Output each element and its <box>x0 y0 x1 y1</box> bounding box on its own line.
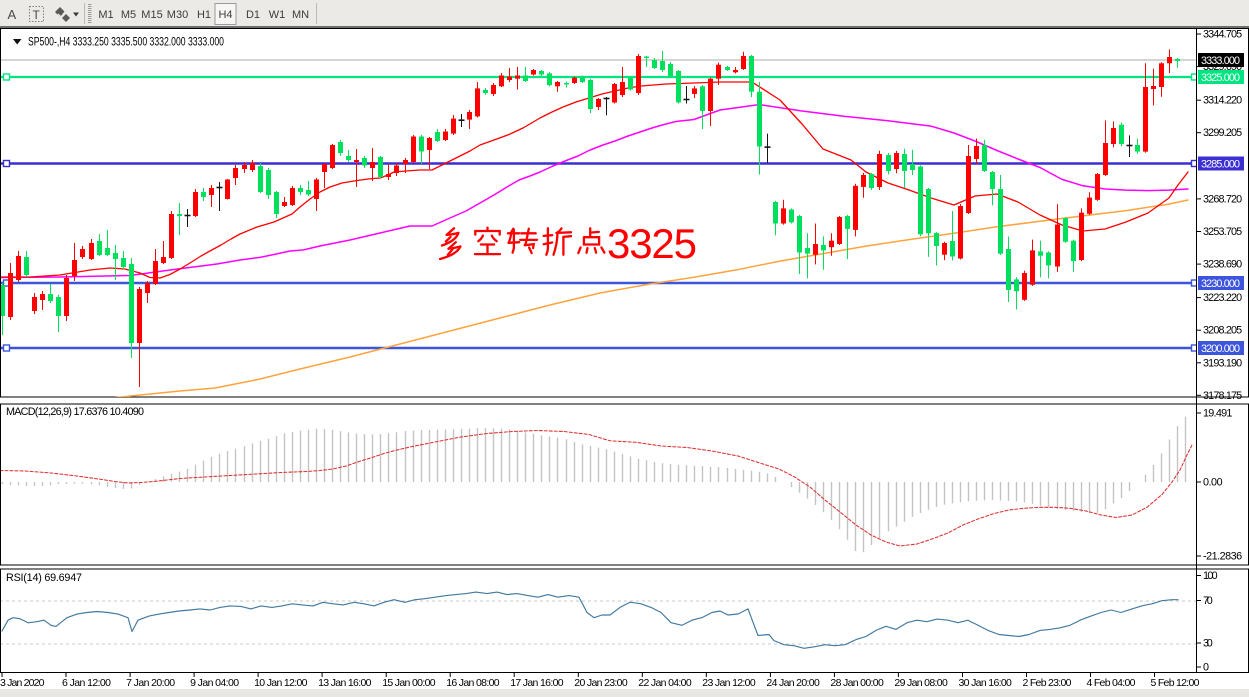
svg-text:W1: W1 <box>269 9 286 21</box>
svg-text:20 Jan 23:00: 20 Jan 23:00 <box>574 677 628 689</box>
svg-text:3223.220: 3223.220 <box>1203 292 1242 304</box>
svg-text:3238.690: 3238.690 <box>1203 259 1242 271</box>
svg-text:MACD(12,26,9) 17.6376 10.4090: MACD(12,26,9) 17.6376 10.4090 <box>6 406 144 418</box>
svg-text:30: 30 <box>1203 638 1213 650</box>
svg-text:9 Jan 04:00: 9 Jan 04:00 <box>190 677 239 689</box>
svg-text:3299.205: 3299.205 <box>1203 127 1242 139</box>
svg-text:19.491: 19.491 <box>1203 408 1232 420</box>
svg-text:4 Feb 04:00: 4 Feb 04:00 <box>1087 677 1136 689</box>
svg-text:5 Feb 12:00: 5 Feb 12:00 <box>1151 677 1200 689</box>
svg-text:10 Jan 12:00: 10 Jan 12:00 <box>254 677 308 689</box>
svg-text:3230.000: 3230.000 <box>1201 278 1240 290</box>
svg-text:7 Jan 20:00: 7 Jan 20:00 <box>126 677 175 689</box>
svg-text:24 Jan 20:00: 24 Jan 20:00 <box>766 677 820 689</box>
svg-text:H1: H1 <box>197 9 211 21</box>
svg-text:70: 70 <box>1203 595 1213 607</box>
svg-text:3314.220: 3314.220 <box>1203 95 1242 107</box>
svg-text:M30: M30 <box>167 9 188 21</box>
svg-text:16 Jan 08:00: 16 Jan 08:00 <box>446 677 500 689</box>
svg-text:3268.720: 3268.720 <box>1203 193 1242 205</box>
svg-text:3285.000: 3285.000 <box>1201 159 1240 171</box>
svg-text:3325: 3325 <box>607 220 697 267</box>
svg-text:A: A <box>8 7 17 22</box>
svg-text:100: 100 <box>1203 570 1218 582</box>
svg-text:-21.2836: -21.2836 <box>1203 551 1242 563</box>
svg-text:23 Jan 12:00: 23 Jan 12:00 <box>702 677 756 689</box>
svg-text:30 Jan 16:00: 30 Jan 16:00 <box>959 677 1013 689</box>
svg-text:3333.000: 3333.000 <box>1201 55 1240 67</box>
svg-text:0: 0 <box>1203 662 1209 674</box>
svg-text:M5: M5 <box>121 9 136 21</box>
svg-text:3325.000: 3325.000 <box>1201 72 1240 84</box>
svg-text:0.00: 0.00 <box>1203 477 1223 489</box>
svg-text:3344.705: 3344.705 <box>1203 29 1242 41</box>
svg-text:3208.205: 3208.205 <box>1203 325 1242 337</box>
svg-text:MN: MN <box>292 9 309 21</box>
svg-text:T: T <box>33 8 41 22</box>
svg-text:17 Jan 16:00: 17 Jan 16:00 <box>510 677 564 689</box>
svg-text:3 Jan 2020: 3 Jan 2020 <box>0 677 45 689</box>
svg-text:SP500-,H4 3333.250 3335.500 3: SP500-,H4 3333.250 3335.500 3332.000 333… <box>28 37 224 49</box>
svg-text:3178.175: 3178.175 <box>1203 390 1242 402</box>
svg-text:29 Jan 08:00: 29 Jan 08:00 <box>894 677 948 689</box>
svg-text:2 Feb 23:00: 2 Feb 23:00 <box>1023 677 1072 689</box>
svg-text:15 Jan 00:00: 15 Jan 00:00 <box>382 677 436 689</box>
svg-text:13 Jan 16:00: 13 Jan 16:00 <box>318 677 372 689</box>
svg-text:M1: M1 <box>98 9 113 21</box>
svg-text:28 Jan 00:00: 28 Jan 00:00 <box>830 677 884 689</box>
svg-text:3253.705: 3253.705 <box>1203 226 1242 238</box>
svg-text:H4: H4 <box>218 9 232 21</box>
svg-text:22 Jan 04:00: 22 Jan 04:00 <box>638 677 692 689</box>
svg-text:D1: D1 <box>246 9 260 21</box>
svg-text:RSI(14) 69.6947: RSI(14) 69.6947 <box>6 572 82 584</box>
svg-text:M15: M15 <box>141 9 162 21</box>
svg-text:6 Jan 12:00: 6 Jan 12:00 <box>62 677 111 689</box>
svg-text:3193.190: 3193.190 <box>1203 357 1242 369</box>
svg-text:3200.000: 3200.000 <box>1201 343 1240 355</box>
